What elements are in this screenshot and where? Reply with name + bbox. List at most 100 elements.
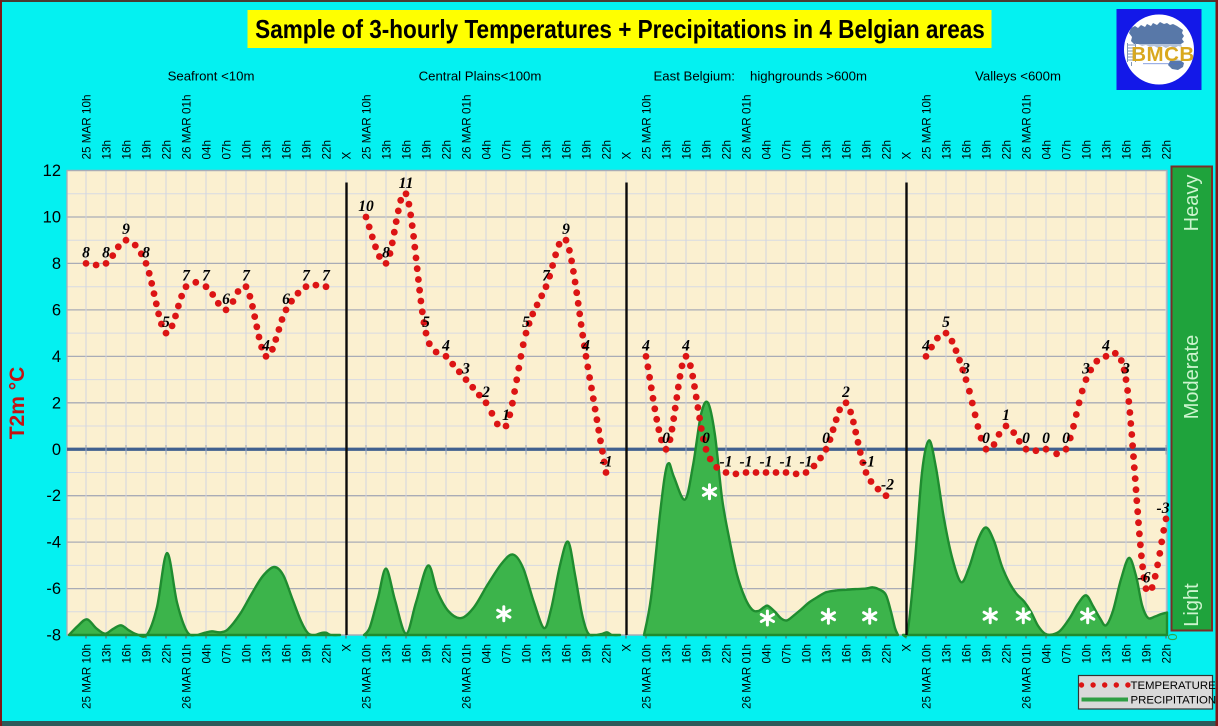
svg-text:04h: 04h bbox=[1041, 644, 1054, 664]
svg-text:04h: 04h bbox=[201, 140, 214, 160]
svg-text:Sample of 3-hourly Temperature: Sample of 3-hourly Temperatures + Precip… bbox=[255, 16, 985, 45]
svg-text:25 MAR 10h: 25 MAR 10h bbox=[81, 644, 94, 709]
svg-text:-2: -2 bbox=[881, 477, 894, 494]
svg-text:3: 3 bbox=[461, 361, 470, 378]
svg-text:13h: 13h bbox=[941, 644, 954, 664]
svg-text:10h: 10h bbox=[1081, 644, 1094, 664]
svg-text:22h: 22h bbox=[1161, 644, 1174, 664]
svg-text:-1: -1 bbox=[780, 454, 793, 471]
svg-text:-1: -1 bbox=[720, 454, 733, 471]
svg-text:22h: 22h bbox=[441, 644, 454, 664]
svg-text:10h: 10h bbox=[521, 644, 534, 664]
svg-text:10h: 10h bbox=[801, 644, 814, 664]
svg-text:07h: 07h bbox=[221, 644, 234, 664]
svg-text:2: 2 bbox=[841, 384, 850, 401]
svg-text:TEMPERATURE: TEMPERATURE bbox=[1131, 680, 1217, 692]
svg-text:04h: 04h bbox=[481, 644, 494, 664]
svg-text:1: 1 bbox=[502, 407, 510, 424]
svg-text:X: X bbox=[341, 644, 354, 652]
svg-text:-4: -4 bbox=[46, 534, 61, 552]
svg-text:19h: 19h bbox=[141, 140, 154, 160]
svg-text:4: 4 bbox=[641, 337, 650, 354]
svg-text:1: 1 bbox=[1002, 407, 1010, 424]
svg-text:-1: -1 bbox=[760, 454, 773, 471]
svg-text:7: 7 bbox=[182, 268, 191, 285]
svg-text:13h: 13h bbox=[381, 140, 394, 160]
svg-text:X: X bbox=[621, 644, 634, 652]
svg-text:16h: 16h bbox=[681, 644, 694, 664]
svg-text:10h: 10h bbox=[241, 644, 254, 664]
svg-text:07h: 07h bbox=[1061, 644, 1074, 664]
svg-text:4: 4 bbox=[581, 337, 590, 354]
svg-text:26 MAR 01h: 26 MAR 01h bbox=[1021, 95, 1034, 160]
svg-text:22h: 22h bbox=[1001, 140, 1014, 160]
svg-text:6: 6 bbox=[222, 291, 230, 308]
svg-text:-6: -6 bbox=[46, 580, 61, 598]
svg-text:0: 0 bbox=[52, 441, 61, 459]
svg-text:13h: 13h bbox=[661, 644, 674, 664]
svg-text:-1: -1 bbox=[800, 454, 813, 471]
svg-text:22h: 22h bbox=[721, 644, 734, 664]
svg-text:19h: 19h bbox=[701, 644, 714, 664]
svg-text:8: 8 bbox=[382, 244, 390, 261]
svg-text:07h: 07h bbox=[501, 140, 514, 160]
svg-text:19h: 19h bbox=[421, 140, 434, 160]
svg-text:0: 0 bbox=[1022, 430, 1030, 447]
svg-text:19h: 19h bbox=[1141, 644, 1154, 664]
svg-text:Moderate: Moderate bbox=[1181, 335, 1203, 420]
svg-text:25 MAR 10h: 25 MAR 10h bbox=[921, 644, 934, 709]
svg-text:19h: 19h bbox=[141, 644, 154, 664]
svg-text:25 MAR 10h: 25 MAR 10h bbox=[641, 95, 654, 160]
svg-text:13h: 13h bbox=[941, 140, 954, 160]
svg-text:0: 0 bbox=[1062, 430, 1070, 447]
svg-text:04h: 04h bbox=[1041, 140, 1054, 160]
svg-text:16h: 16h bbox=[561, 140, 574, 160]
svg-text:10h: 10h bbox=[1081, 140, 1094, 160]
svg-text:22h: 22h bbox=[321, 140, 334, 160]
svg-text:16h: 16h bbox=[961, 644, 974, 664]
svg-text:16h: 16h bbox=[681, 140, 694, 160]
svg-text:25 MAR 10h: 25 MAR 10h bbox=[641, 644, 654, 709]
svg-text:7: 7 bbox=[542, 268, 551, 285]
svg-text:16h: 16h bbox=[121, 140, 134, 160]
svg-text:26 MAR 01h: 26 MAR 01h bbox=[461, 644, 474, 709]
svg-text:5: 5 bbox=[422, 314, 430, 331]
svg-text:07h: 07h bbox=[221, 140, 234, 160]
svg-text:22h: 22h bbox=[161, 644, 174, 664]
svg-text:BMCB: BMCB bbox=[1131, 43, 1195, 66]
svg-text:-6: -6 bbox=[1138, 570, 1151, 587]
svg-text:13h: 13h bbox=[261, 140, 274, 160]
svg-text:4: 4 bbox=[681, 337, 690, 354]
svg-text:X: X bbox=[901, 644, 914, 652]
svg-text:22h: 22h bbox=[881, 140, 894, 160]
svg-text:07h: 07h bbox=[781, 140, 794, 160]
svg-text:19h: 19h bbox=[861, 140, 874, 160]
svg-text:Heavy: Heavy bbox=[1181, 175, 1203, 232]
svg-text:Seafront <10m: Seafront <10m bbox=[168, 69, 255, 84]
svg-text:0: 0 bbox=[982, 430, 990, 447]
svg-text:22h: 22h bbox=[161, 140, 174, 160]
svg-text:8: 8 bbox=[52, 255, 61, 273]
svg-text:19h: 19h bbox=[1141, 140, 1154, 160]
svg-text:10h: 10h bbox=[241, 140, 254, 160]
svg-text:07h: 07h bbox=[1061, 140, 1074, 160]
svg-text:7: 7 bbox=[242, 268, 251, 285]
svg-text:19h: 19h bbox=[301, 644, 314, 664]
svg-text:25 MAR 10h: 25 MAR 10h bbox=[81, 95, 94, 160]
svg-text:22h: 22h bbox=[721, 140, 734, 160]
svg-text:-1: -1 bbox=[600, 454, 613, 471]
svg-text:5: 5 bbox=[522, 314, 530, 331]
svg-text:Light: Light bbox=[1181, 583, 1203, 627]
svg-text:0: 0 bbox=[822, 430, 830, 447]
svg-text:6: 6 bbox=[282, 291, 290, 308]
svg-text:16h: 16h bbox=[961, 140, 974, 160]
svg-text:13h: 13h bbox=[821, 140, 834, 160]
svg-text:19h: 19h bbox=[421, 644, 434, 664]
svg-text:2: 2 bbox=[52, 394, 61, 412]
svg-text:highgrounds >600m: highgrounds >600m bbox=[750, 69, 867, 84]
svg-text:East Belgium:: East Belgium: bbox=[654, 69, 735, 84]
svg-text:26 MAR 01h: 26 MAR 01h bbox=[741, 95, 754, 160]
svg-text:19h: 19h bbox=[981, 140, 994, 160]
svg-text:3: 3 bbox=[1121, 361, 1130, 378]
svg-text:-2: -2 bbox=[46, 487, 61, 505]
